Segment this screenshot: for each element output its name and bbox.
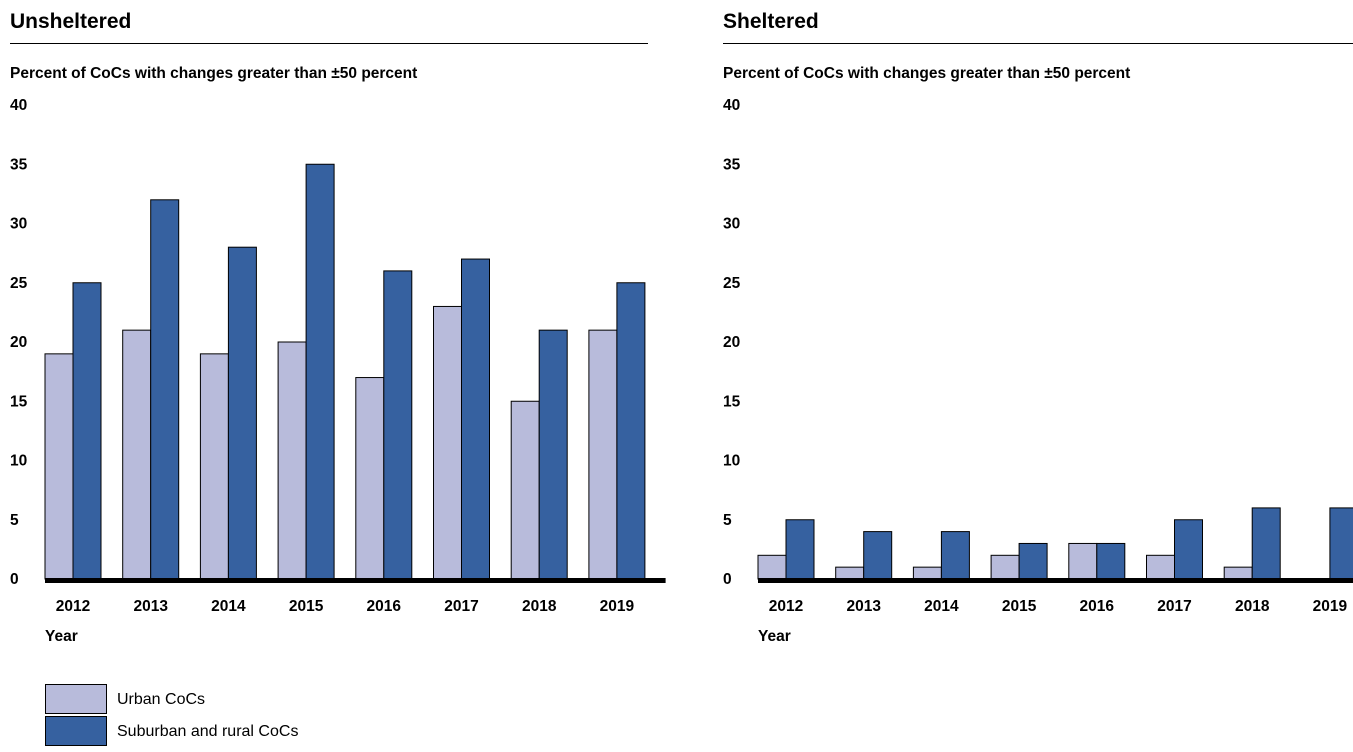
x-tick-label: 2016 xyxy=(1080,598,1115,615)
bar-urban-2018 xyxy=(1223,566,1253,580)
unsheltered-panel: Unsheltered Percent of CoCs with changes… xyxy=(10,0,666,670)
x-axis-baseline xyxy=(45,578,666,583)
x-tick-label: 2012 xyxy=(769,598,803,615)
bar-urban-2014 xyxy=(199,353,229,580)
legend-label-urban: Urban CoCs xyxy=(117,691,206,708)
bar-urban-2012 xyxy=(44,353,74,580)
x-tick-label: 2013 xyxy=(846,598,881,615)
title-divider xyxy=(723,43,1353,44)
y-tick-label: 10 xyxy=(723,453,740,470)
x-tick-label: 2012 xyxy=(56,598,90,615)
bar-urban-2013 xyxy=(122,329,152,580)
y-tick-label: 15 xyxy=(723,393,741,410)
bar-urban-2018 xyxy=(510,400,540,580)
legend-label-suburban: Suburban and rural CoCs xyxy=(117,723,299,740)
x-tick-label: 2015 xyxy=(1002,598,1037,615)
bar-urban-2019 xyxy=(588,329,618,580)
x-axis-label: Year xyxy=(45,628,78,645)
y-tick-label: 20 xyxy=(10,334,27,351)
x-tick-label: 2017 xyxy=(1157,598,1191,615)
y-tick-label: 40 xyxy=(723,97,740,114)
y-tick-label: 25 xyxy=(723,275,741,292)
bar-urban-2016 xyxy=(1068,542,1098,580)
bar-suburban-2015 xyxy=(1018,542,1048,580)
bar-suburban-2015 xyxy=(305,163,335,580)
y-tick-label: 25 xyxy=(10,275,28,292)
y-tick-label: 35 xyxy=(10,156,28,173)
x-tick-label: 2015 xyxy=(289,598,324,615)
bar-suburban-2012 xyxy=(72,282,102,580)
x-axis-baseline xyxy=(758,578,1353,583)
bar-urban-2017 xyxy=(1146,554,1175,580)
unsheltered-bar-chart: 0 5 10 15 20 25 30 35 40 2012 2013 2014 2015 2016 2017… xyxy=(10,97,666,645)
y-tick-label: 35 xyxy=(723,156,741,173)
bar-suburban-2012 xyxy=(785,519,815,580)
y-tick-label: 10 xyxy=(10,453,27,470)
bar-suburban-2014 xyxy=(940,531,970,580)
bar-urban-2015 xyxy=(277,341,307,580)
x-tick-label: 2018 xyxy=(1235,598,1270,615)
bar-suburban-2016 xyxy=(383,270,413,580)
title-divider xyxy=(10,43,648,44)
panel-title: Sheltered xyxy=(723,10,819,33)
y-tick-label: 20 xyxy=(723,334,740,351)
bar-suburban-2013 xyxy=(863,531,893,580)
sheltered-bar-chart: 0 5 10 15 20 25 30 35 40 2012 2013 2014 2015 2016 2017… xyxy=(723,97,1353,645)
y-tick-label: 30 xyxy=(723,216,740,233)
x-tick-label: 2014 xyxy=(924,598,959,615)
y-tick-label: 0 xyxy=(723,571,732,588)
bar-urban-2012 xyxy=(757,554,787,580)
bar-urban-2017 xyxy=(433,305,462,580)
y-tick-label: 15 xyxy=(10,393,28,410)
x-tick-label: 2019 xyxy=(1313,598,1348,615)
y-tick-label: 40 xyxy=(10,97,27,114)
x-tick-label: 2017 xyxy=(444,598,478,615)
y-tick-label: 5 xyxy=(10,512,19,529)
legend-swatch-urban xyxy=(45,684,107,714)
sheltered-panel: Sheltered Percent of CoCs with changes g… xyxy=(723,0,1353,670)
x-tick-label: 2013 xyxy=(133,598,168,615)
bar-suburban-2019 xyxy=(616,282,646,580)
legend-swatch-suburban xyxy=(45,716,107,746)
bar-urban-2014 xyxy=(912,566,942,580)
y-tick-label: 30 xyxy=(10,216,27,233)
bar-suburban-2014 xyxy=(227,246,257,580)
bar-suburban-2017 xyxy=(1174,519,1203,580)
bar-suburban-2018 xyxy=(1251,507,1281,580)
bar-suburban-2019 xyxy=(1329,507,1353,580)
bar-suburban-2018 xyxy=(538,329,568,580)
bar-suburban-2013 xyxy=(150,199,180,580)
y-axis-label: Percent of CoCs with changes greater tha… xyxy=(723,65,1131,82)
x-axis-label: Year xyxy=(758,628,791,645)
y-axis-label: Percent of CoCs with changes greater tha… xyxy=(10,65,418,82)
bar-suburban-2016 xyxy=(1096,542,1126,580)
y-tick-label: 5 xyxy=(723,512,732,529)
bar-urban-2013 xyxy=(835,566,865,580)
x-tick-label: 2019 xyxy=(600,598,635,615)
x-tick-label: 2018 xyxy=(522,598,557,615)
bar-urban-2016 xyxy=(355,377,385,580)
x-tick-label: 2014 xyxy=(211,598,246,615)
bar-suburban-2017 xyxy=(461,258,490,580)
x-tick-label: 2016 xyxy=(367,598,402,615)
panel-title: Unsheltered xyxy=(10,10,132,33)
bar-urban-2015 xyxy=(990,554,1020,580)
y-tick-label: 0 xyxy=(10,571,19,588)
